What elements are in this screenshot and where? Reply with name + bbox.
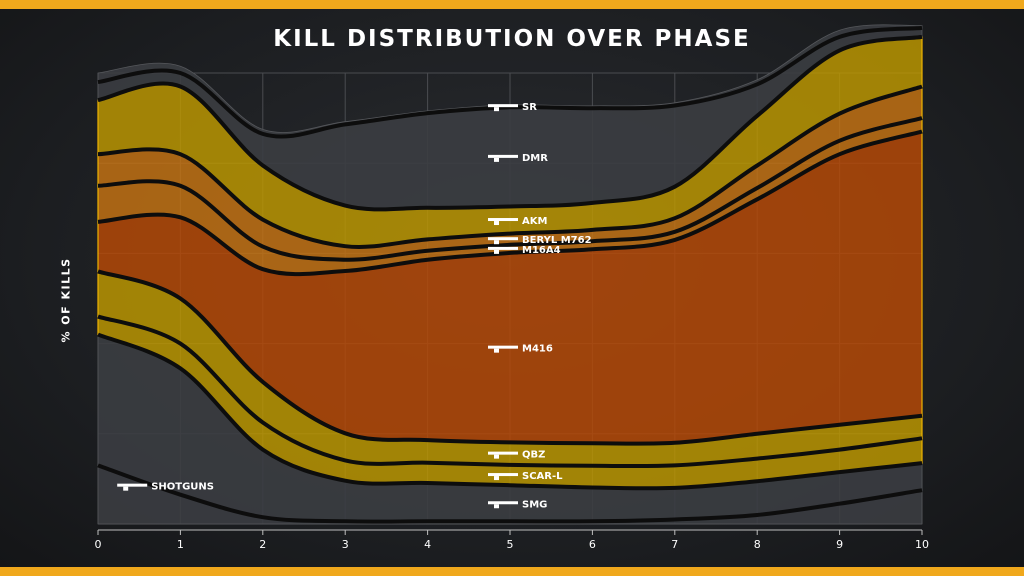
series-label-group: SHOTGUNS: [117, 482, 214, 493]
weapon-icon: [488, 246, 518, 250]
weapon-icon: [488, 104, 518, 108]
band-divider: [97, 25, 923, 139]
series-label-group: SCAR-L: [488, 471, 563, 482]
series-label-group: SR: [488, 102, 537, 113]
x-tick-label: 7: [671, 538, 678, 551]
series-areas: [97, 24, 923, 525]
band-divider: [97, 314, 923, 469]
weapon-icon: [488, 473, 518, 477]
weapon-icon: [494, 240, 499, 245]
x-axis: 0 1 2 3 4 5 6 7 8 9 10: [95, 529, 929, 551]
series-label: SCAR-L: [522, 471, 563, 482]
series-label-group: M16A4: [488, 245, 561, 256]
weapon-icon: [494, 221, 499, 226]
band-divider: [97, 34, 923, 212]
x-tick-label: 2: [259, 538, 266, 551]
series-label: M16A4: [522, 245, 561, 256]
x-tick-label: 8: [754, 538, 761, 551]
series-label: SHOTGUNS: [151, 482, 214, 493]
band-divider: [97, 463, 923, 524]
x-tick-label: 6: [589, 538, 596, 551]
series-label: M416: [522, 344, 553, 355]
series-label: SR: [522, 102, 537, 113]
band-divider: [97, 269, 923, 446]
series-label-group: SMG: [488, 499, 547, 510]
weapon-icon: [494, 157, 499, 162]
series-label-group: AKM: [488, 216, 547, 227]
weapon-icon: [494, 454, 499, 459]
series-label-group: BERYL M762: [488, 235, 592, 246]
x-tick-label: 0: [95, 538, 102, 551]
weapon-icon: [123, 486, 129, 491]
weapon-icon: [488, 451, 518, 455]
band-divider: [97, 84, 923, 249]
weapon-icon: [494, 476, 499, 481]
chart-title: KILL DISTRIBUTION OVER PHASE: [273, 26, 751, 52]
weapon-icon: [117, 483, 148, 487]
band-divider: [97, 332, 923, 491]
x-tick-label: 1: [177, 538, 184, 551]
x-tick-label: 9: [836, 538, 843, 551]
weapon-icon: [488, 154, 518, 158]
series-label-group: QBZ: [488, 450, 545, 461]
band-divider: [97, 129, 923, 277]
series-label: SMG: [522, 499, 547, 510]
series-label: BERYL M762: [522, 235, 592, 246]
weapon-icon: [488, 345, 518, 349]
series-label: QBZ: [522, 450, 545, 461]
x-tick-label: 4: [424, 538, 431, 551]
x-tick-label: 5: [507, 538, 514, 551]
series-label: AKM: [522, 216, 547, 227]
bottom-frame-stripe: [0, 567, 1024, 576]
weapon-icon: [494, 504, 499, 509]
x-tick-label: 10: [915, 538, 929, 551]
series-label: DMR: [522, 153, 548, 164]
weapon-icon: [494, 249, 499, 254]
weapon-icon: [494, 348, 499, 353]
top-frame-stripe: [0, 0, 1024, 9]
weapon-icon: [488, 237, 518, 241]
weapon-icon: [488, 218, 518, 222]
series-label-group: DMR: [488, 153, 548, 164]
weapon-icon: [488, 501, 518, 505]
series-label-group: M416: [488, 344, 553, 355]
weapon-icon: [494, 107, 499, 112]
x-tick-label: 3: [342, 538, 349, 551]
band-divider: [97, 116, 923, 262]
